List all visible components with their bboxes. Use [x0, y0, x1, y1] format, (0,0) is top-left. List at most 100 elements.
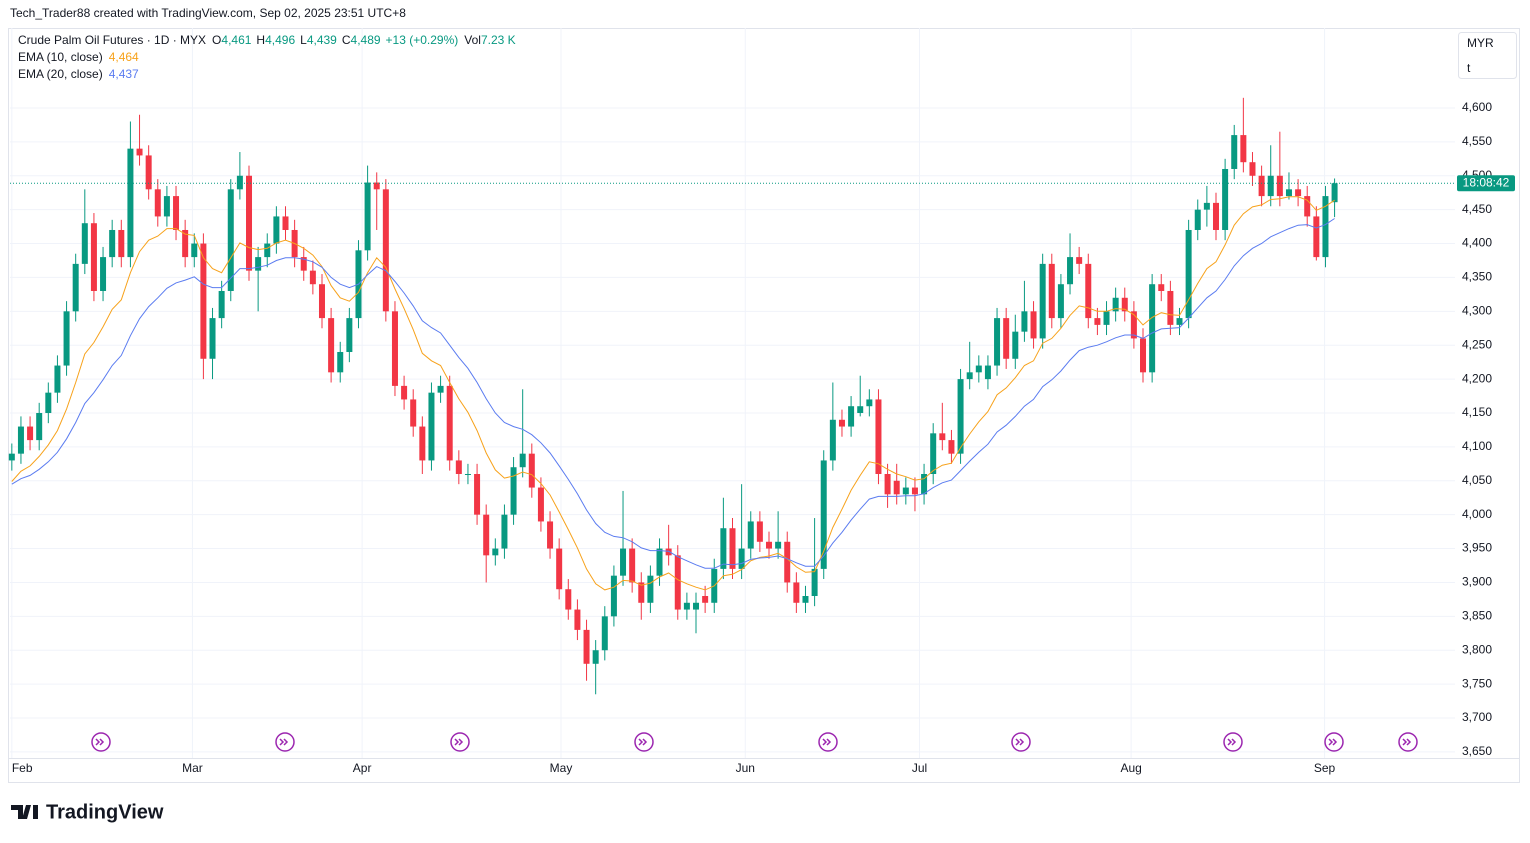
vol-value: 7.23 K — [481, 33, 516, 47]
candle-body — [318, 284, 325, 319]
candle-body — [884, 473, 891, 495]
candle-body — [282, 216, 289, 230]
symbol: Crude Palm Oil Futures · 1D · MYX — [18, 33, 206, 47]
candle-body — [1112, 297, 1119, 312]
candle-body — [665, 548, 672, 556]
candle-body — [957, 379, 964, 454]
candle-body — [1258, 175, 1265, 197]
candle-body — [820, 460, 827, 569]
candle-body — [382, 189, 389, 312]
event-icon — [1011, 732, 1031, 752]
candle-body — [1030, 311, 1037, 339]
candle-body — [236, 175, 243, 190]
candle-body — [182, 229, 189, 258]
vol-key: Vol — [464, 33, 481, 47]
candle-body — [1240, 135, 1247, 163]
candle-body — [154, 189, 161, 217]
candle-body — [483, 514, 490, 556]
header: Tech_Trader88 created with TradingView.c… — [10, 6, 406, 20]
candle-body — [1048, 263, 1055, 319]
candle-body — [601, 616, 608, 651]
x-tick-label: Aug — [1120, 761, 1141, 775]
y-tick-label: 3,650 — [1462, 744, 1492, 758]
candle-body — [583, 629, 590, 664]
candle-body — [683, 602, 690, 610]
candle-body — [17, 426, 24, 454]
candle-body — [565, 589, 572, 610]
candle-body — [747, 521, 754, 549]
candle-body — [373, 182, 380, 190]
event-icon — [1398, 732, 1418, 752]
countdown-box — [1457, 175, 1515, 192]
o-value: 4,461 — [221, 33, 251, 47]
candle-body — [337, 351, 344, 373]
y-tick-label: 3,750 — [1462, 676, 1492, 690]
candle-body — [620, 548, 627, 576]
event-arrow — [1015, 738, 1025, 746]
y-tick-label: 4,250 — [1462, 337, 1492, 351]
candle-body — [1076, 257, 1083, 264]
candle-body — [537, 487, 544, 522]
candle-body — [1194, 209, 1201, 230]
candle-body — [446, 385, 453, 461]
candle-body — [501, 514, 508, 549]
y-tick-label: 4,200 — [1462, 371, 1492, 385]
o-key: O — [212, 33, 221, 47]
candle-body — [610, 575, 617, 617]
candle-body — [401, 385, 408, 400]
candle-body — [738, 548, 745, 569]
candle-body — [674, 555, 681, 610]
x-tick-label: Apr — [353, 761, 372, 775]
legend-value: 4,437 — [109, 67, 139, 81]
candle-body — [1313, 216, 1320, 258]
candle-body — [1212, 202, 1219, 230]
candle-body — [1121, 297, 1128, 312]
event-arrow — [279, 738, 289, 746]
candle-body — [492, 548, 499, 556]
candle-body — [127, 148, 134, 258]
candle-body — [54, 365, 61, 393]
logo: TradingView — [11, 801, 164, 823]
candle-body — [81, 223, 88, 264]
candle-body — [948, 440, 955, 454]
event-arrow — [454, 738, 464, 746]
logo-mark — [11, 805, 38, 819]
currency[interactable]: MYR — [1467, 36, 1494, 50]
candle-body — [1067, 257, 1074, 285]
candle-body — [975, 365, 982, 373]
candle-body — [309, 270, 316, 285]
candle-body — [984, 365, 991, 380]
candle-body — [200, 243, 207, 359]
candle-body — [729, 528, 736, 569]
x-tick-label: Jun — [736, 761, 755, 775]
candle-body — [1185, 229, 1192, 319]
candle-body — [455, 460, 462, 474]
candle-body — [921, 473, 928, 495]
candle-body — [428, 392, 435, 461]
candle-body — [8, 453, 15, 461]
event-arrow — [1328, 738, 1338, 746]
candle-body — [875, 399, 882, 474]
candle-body — [1267, 175, 1274, 197]
candle-body — [90, 223, 97, 291]
legend-main: Crude Palm Oil Futures · 1D · MYX O4,461 H… — [18, 33, 516, 47]
h-value: 4,496 — [265, 33, 295, 47]
candle-body — [227, 189, 234, 291]
candle-body — [1322, 196, 1329, 258]
candle-body — [857, 406, 864, 413]
candle-body — [255, 257, 262, 271]
candle-body — [36, 412, 43, 441]
candle-body — [1158, 284, 1165, 291]
candle-body — [328, 318, 335, 373]
unit[interactable]: t — [1467, 61, 1471, 75]
candle-body — [528, 453, 535, 488]
candle-body — [109, 229, 116, 258]
event-arrow — [95, 738, 105, 746]
candle-body — [1057, 284, 1064, 319]
countdown: 18:08:42 — [1463, 175, 1510, 189]
candle-body — [419, 426, 426, 461]
candle-body — [346, 318, 353, 352]
currency-box[interactable] — [1458, 32, 1517, 79]
